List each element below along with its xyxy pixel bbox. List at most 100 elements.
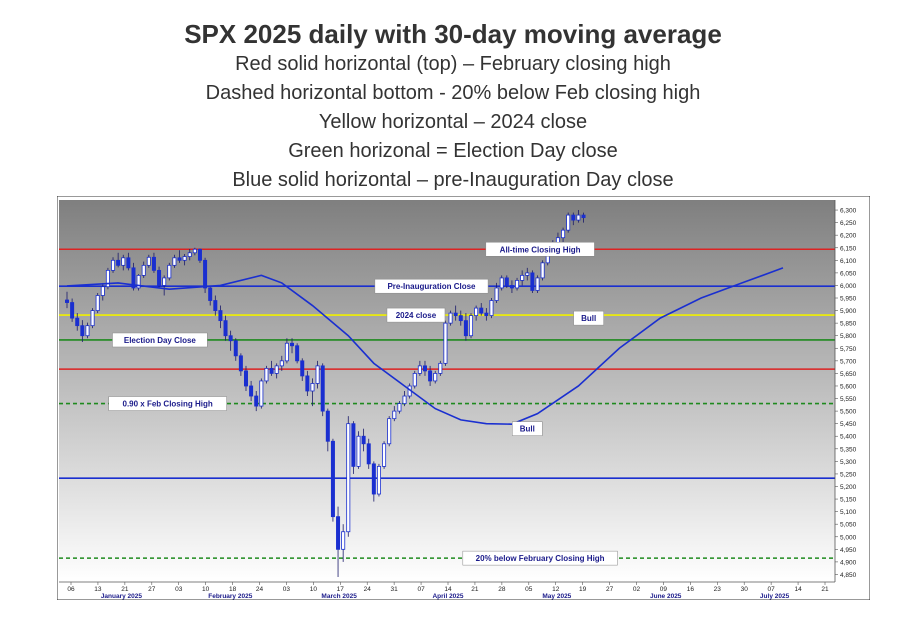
candle-body-24: [187, 252, 192, 257]
candle-body-12: [126, 257, 131, 269]
x-tick-label-14: 14: [444, 586, 452, 593]
candle-body-56: [351, 423, 356, 467]
candle-body-82: [484, 312, 489, 317]
y-tick-label-18: 5,750: [840, 346, 857, 353]
candle-body-88: [515, 280, 520, 289]
x-tick-label-22: 09: [660, 586, 668, 593]
candle-body-92: [535, 277, 540, 291]
y-tick-label-20: 5,850: [840, 321, 857, 328]
y-tick-label-10: 5,350: [840, 446, 857, 453]
candle-body-16: [146, 256, 151, 266]
y-tick-label-14: 5,550: [840, 396, 857, 403]
candle-body-17: [151, 256, 156, 271]
y-tick-label-7: 5,200: [840, 484, 857, 491]
candles: [64, 210, 586, 577]
x-axis: 06 13 21 27 03 10 18 24 03 10 17 24 31 07 14 21 28 05 12 19…: [59, 581, 835, 600]
x-tick-label-13: 07: [417, 586, 425, 593]
hline-label-2: Pre-Inauguration Close: [387, 282, 476, 291]
x-tick-label-15: 21: [471, 586, 479, 593]
candle-body-64: [392, 410, 397, 420]
subtitle-blue-line: Blue solid horizontal – pre-Inauguration…: [232, 169, 674, 191]
chart-titles: SPX 2025 daily with 30-day moving averag…: [0, 18, 906, 195]
candle-body-89: [520, 274, 525, 281]
y-tick-label-19: 5,800: [840, 333, 857, 340]
x-tick-label-0: 06: [67, 586, 75, 593]
candle-body-19: [162, 277, 167, 286]
x-tick-label-2: 21: [121, 586, 129, 593]
candle-body-76: [453, 312, 458, 317]
candle-body-20: [167, 264, 172, 279]
x-tick-label-24: 23: [714, 586, 722, 593]
candle-body-44: [290, 342, 295, 347]
candle-body-53: [336, 516, 341, 550]
candle-body-36: [249, 385, 254, 397]
x-tick-label-5: 10: [202, 586, 210, 593]
candle-body-8: [105, 269, 110, 288]
x-tick-label-18: 12: [552, 586, 560, 593]
x-tick-label-10: 17: [337, 586, 345, 593]
hline-label-box-0: [485, 242, 595, 257]
candle-body-83: [489, 300, 494, 317]
chart-area: All-time Closing High Pre-Inauguration Cl…: [56, 195, 871, 601]
x-month-label-2: March 2025: [321, 593, 357, 600]
candle-body-77: [458, 315, 463, 322]
y-tick-label-9: 5,300: [840, 459, 857, 466]
moving-average: [66, 267, 784, 425]
subtitle-yellow-line: Yellow horizontal – 2024 close: [318, 111, 588, 133]
candle-body-23: [182, 256, 187, 261]
candle-body-98: [566, 214, 571, 231]
candle-body-29: [213, 300, 218, 311]
candle-body-85: [499, 277, 504, 289]
candlestick-chart: All-time Closing High Pre-Inauguration Cl…: [56, 195, 871, 601]
candle-body-68: [412, 373, 417, 387]
y-tick-label-25: 6,100: [840, 258, 857, 265]
candle-body-70: [422, 365, 427, 372]
hline-label-5: 0.90 x Feb Closing High: [123, 400, 213, 409]
hline-label-3: 2024 close: [396, 311, 437, 320]
subtitle-red-line: Red solid horizontal (top) – February cl…: [235, 53, 671, 75]
x-month-label-6: July 2025: [760, 593, 790, 600]
annotation-1: Bull: [520, 425, 535, 434]
annotation-0: Bull: [581, 314, 596, 323]
hline-label-box-7: [462, 550, 618, 566]
x-tick-label-8: 03: [283, 586, 291, 593]
candle-body-11: [121, 257, 126, 266]
x-month-label-3: April 2025: [432, 593, 463, 600]
y-tick-label-0: 4,850: [840, 572, 857, 579]
candle-body-35: [243, 370, 248, 387]
candle-body-34: [238, 355, 243, 372]
x-tick-label-25: 30: [741, 586, 749, 593]
y-tick-label-11: 5,400: [840, 434, 857, 441]
hline-label-box-2: [374, 278, 489, 294]
candle-body-75: [448, 312, 453, 324]
x-tick-label-28: 21: [821, 586, 829, 593]
x-tick-label-1: 13: [94, 586, 102, 593]
plot-background: [59, 200, 835, 582]
candle-body-62: [382, 443, 387, 467]
candle-body-71: [428, 370, 433, 382]
line-labels: All-time Closing High Pre-Inauguration Cl…: [108, 242, 618, 566]
candle-body-86: [504, 277, 509, 286]
y-tick-label-23: 6,000: [840, 283, 857, 290]
y-tick-label-15: 5,600: [840, 383, 857, 390]
x-tick-label-4: 03: [175, 586, 183, 593]
candle-body-93: [540, 262, 545, 279]
candle-body-99: [571, 214, 576, 221]
candle-body-4: [85, 325, 90, 337]
y-tick-label-13: 5,500: [840, 409, 857, 416]
candle-body-22: [177, 257, 182, 261]
y-tick-label-17: 5,700: [840, 358, 857, 365]
x-month-label-1: February 2025: [208, 593, 252, 600]
y-tick-label-3: 5,000: [840, 534, 857, 541]
candle-body-6: [95, 295, 100, 311]
y-tick-label-27: 6,200: [840, 233, 857, 240]
x-month-label-0: January 2025: [101, 593, 143, 600]
candle-body-61: [376, 465, 381, 495]
candle-body-38: [259, 380, 264, 407]
candle-body-78: [463, 320, 468, 337]
candle-body-45: [295, 345, 300, 362]
candle-body-2: [75, 317, 80, 327]
candle-body-7: [100, 286, 105, 296]
hline-label-box-3: [386, 307, 446, 323]
x-tick-label-11: 24: [364, 586, 372, 593]
